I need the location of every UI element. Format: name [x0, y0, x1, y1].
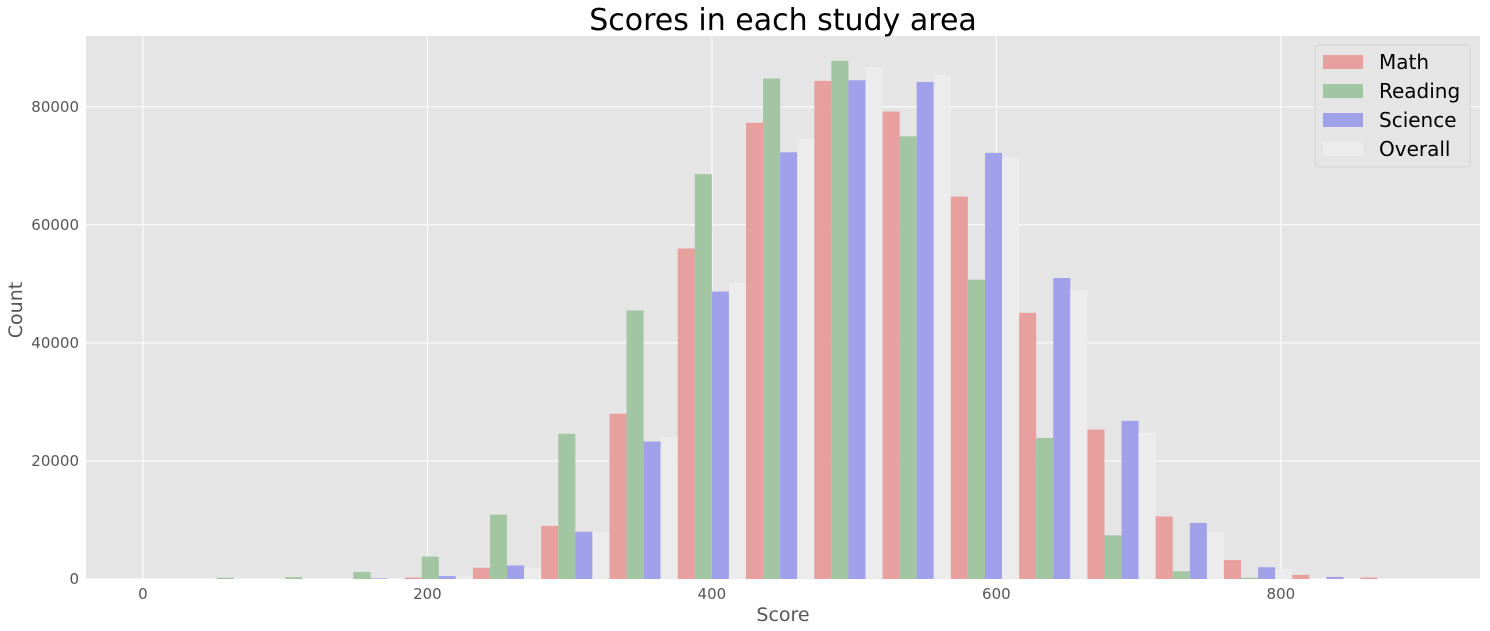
bar-overall	[524, 567, 542, 579]
bar-overall	[592, 531, 610, 579]
bar-overall	[865, 67, 883, 579]
bar-math	[609, 413, 627, 579]
y-tick-label: 40000	[31, 334, 79, 352]
bar-math	[882, 111, 900, 580]
bar-overall	[1275, 569, 1293, 579]
bar-science	[780, 152, 798, 579]
bar-reading	[216, 577, 234, 579]
legend-label-overall: Overall	[1379, 137, 1450, 161]
y-tick-label: 60000	[31, 216, 79, 234]
bar-overall	[1002, 158, 1020, 580]
x-tick-label: 400	[698, 585, 727, 603]
legend-swatch-overall	[1323, 142, 1363, 156]
bar-reading	[899, 136, 917, 579]
y-tick-label: 20000	[31, 452, 79, 470]
bar-math	[950, 196, 968, 579]
bar-math	[677, 248, 695, 579]
bar-reading	[558, 433, 576, 579]
bar-math	[1223, 560, 1242, 579]
bar-overall	[797, 138, 815, 580]
x-tick-label: 200	[413, 585, 442, 603]
legend-label-science: Science	[1379, 108, 1457, 132]
bar-reading	[1172, 571, 1190, 579]
x-tick-label: 0	[138, 585, 148, 603]
bar-math	[814, 80, 832, 580]
bar-science	[1326, 576, 1344, 579]
bar-math	[1360, 577, 1378, 579]
bar-math	[746, 122, 764, 579]
bar-science	[916, 82, 934, 579]
bar-reading	[694, 174, 712, 579]
bar-reading	[1104, 535, 1122, 579]
y-axis-title: Count	[5, 282, 27, 338]
bar-overall	[1138, 432, 1156, 579]
legend-swatch-reading	[1323, 84, 1363, 98]
legend: Math Reading Science Overall	[1314, 44, 1471, 168]
bar-reading	[967, 279, 985, 579]
bar-reading	[831, 60, 849, 580]
bar-overall	[455, 576, 473, 579]
x-tick-label: 600	[982, 585, 1011, 603]
tick-labels: 0 20000 40000 60000 80000 0 200 400 600 800	[31, 98, 1295, 603]
bar-science	[643, 441, 661, 579]
bar-math	[404, 577, 422, 579]
legend-swatch-science	[1323, 113, 1363, 127]
bar-reading	[1036, 437, 1054, 579]
bar-reading	[626, 310, 644, 579]
bar-reading	[285, 577, 303, 579]
bar-reading	[763, 78, 781, 579]
bar-science	[370, 578, 388, 579]
bar-science	[984, 152, 1003, 579]
bar-math	[1019, 312, 1037, 579]
bar-science	[1258, 567, 1276, 579]
bar-science	[711, 291, 729, 579]
bar-overall	[660, 437, 678, 579]
bar-science	[507, 565, 525, 579]
bar-reading	[353, 571, 371, 579]
bar-reading	[489, 514, 508, 579]
bar-science	[1053, 277, 1071, 579]
bar-science	[575, 531, 593, 579]
y-tick-label: 0	[69, 570, 79, 588]
bar-overall	[933, 74, 951, 579]
bar-science	[848, 80, 866, 580]
y-tick-label: 80000	[31, 98, 79, 116]
legend-label-math: Math	[1379, 50, 1429, 74]
bar-reading	[1241, 577, 1259, 579]
bar-math	[1155, 516, 1173, 579]
bar-math	[541, 525, 559, 579]
legend-box	[1314, 44, 1471, 168]
bar-reading	[421, 556, 439, 579]
legend-label-reading: Reading	[1379, 79, 1460, 103]
bar-science	[1189, 522, 1207, 579]
x-axis-title: Score	[756, 604, 809, 626]
chart-title: Scores in each study area	[589, 3, 977, 38]
bar-science	[1121, 420, 1139, 579]
legend-swatch-math	[1323, 55, 1363, 69]
bar-math	[472, 567, 490, 579]
bar-math	[1087, 429, 1105, 579]
bar-math	[1292, 574, 1310, 579]
bar-overall	[1070, 290, 1088, 579]
bar-science	[438, 576, 456, 579]
x-tick-label: 800	[1267, 585, 1296, 603]
bars	[216, 60, 1378, 580]
bar-overall	[728, 282, 747, 579]
bar-overall	[1206, 531, 1224, 579]
